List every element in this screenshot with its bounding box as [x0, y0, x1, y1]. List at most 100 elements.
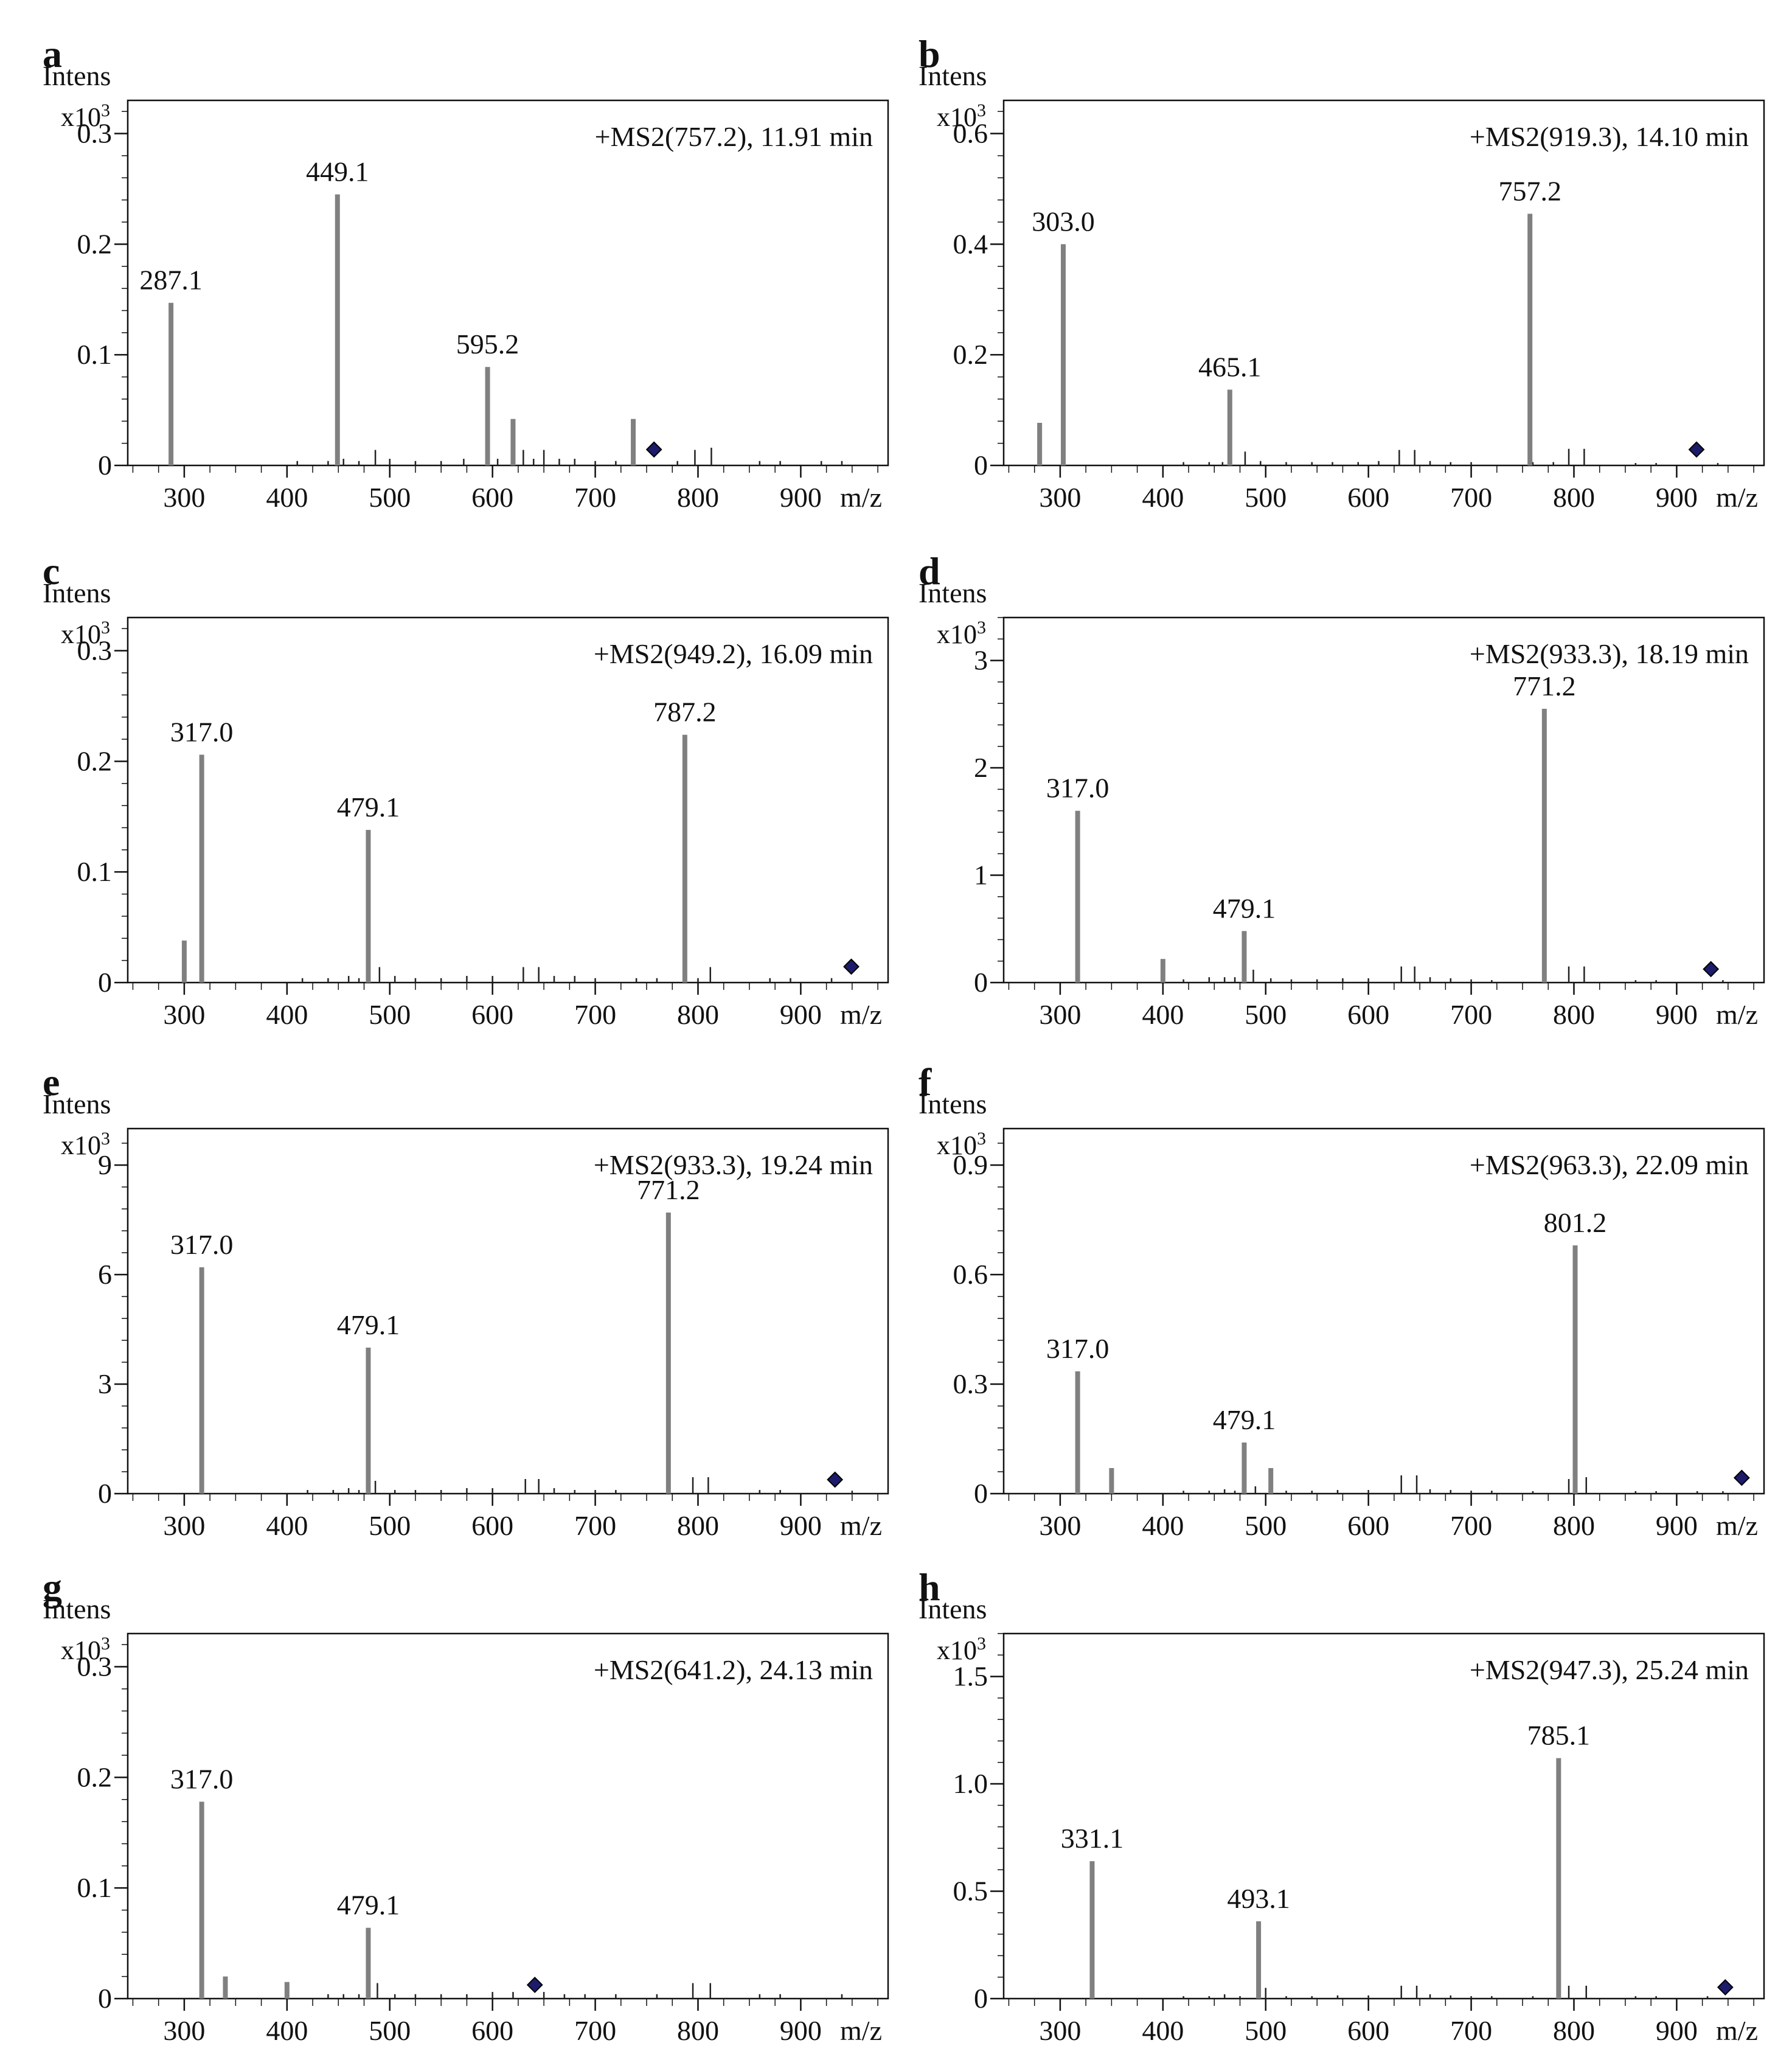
panel-f-letter: f [919, 1060, 932, 1104]
panel-c-x-tick-label-300: 300 [163, 999, 205, 1030]
panel-a-peak-label-287-1: 287.1 [139, 265, 203, 296]
panel-g-x-unit-label: m/z [840, 2015, 882, 2046]
panel-d-precursor-marker [1703, 961, 1720, 978]
panel-e-title: +MS2(933.3), 19.24 min [594, 1149, 873, 1180]
panel-h-x-tick-label-900: 900 [1656, 2015, 1698, 2046]
panel-d-peak-label-771-2: 771.2 [1513, 670, 1576, 701]
panel-a-x-tick-label-900: 900 [780, 482, 822, 513]
panel-f-peak-350 [1109, 1468, 1114, 1494]
panel-f-y-unit-label: Intens [919, 1088, 987, 1119]
panel-d-y-tick-label-0: 0 [974, 967, 988, 998]
panel-a-x-unit-label: m/z [840, 482, 882, 513]
panel-e-x-unit-label: m/z [840, 1510, 882, 1541]
panel-e-peak-479-1 [366, 1348, 371, 1494]
panel-f-x-tick-label-700: 700 [1450, 1510, 1492, 1541]
panel-c-peak-300 [181, 940, 187, 983]
panel-a-x-tick-label-400: 400 [266, 482, 308, 513]
panel-e-y-tick-label-9: 9 [98, 1149, 112, 1180]
panel-g-peak-label-479-1: 479.1 [337, 1890, 400, 1921]
panel-h-y-scale-base: x10 [937, 1635, 977, 1665]
panel-c-x-tick-label-900: 900 [780, 999, 822, 1030]
panel-b-peak-label-757-2: 757.2 [1498, 175, 1561, 206]
panel-c-peak-317-0 [199, 754, 204, 983]
panel-g-y-scale-exponent: 3 [101, 1634, 110, 1654]
panel-c-x-unit-label: m/z [840, 999, 882, 1030]
panel-c-plot-frame [127, 616, 889, 984]
panel-a-x-tick-label-300: 300 [163, 482, 205, 513]
panel-d-letter: d [919, 549, 940, 593]
panel-d-peak-479-1 [1242, 931, 1247, 983]
panel-a-precursor-marker [645, 441, 662, 458]
panel-d-y-unit-label: Intens [919, 577, 987, 608]
panel-h-y-scale-label: x103 [937, 1634, 986, 1665]
panel-h-x-tick-label-600: 600 [1347, 2015, 1389, 2046]
panel-a-x-tick-label-700: 700 [574, 482, 616, 513]
panel-d-x-tick-label-300: 300 [1039, 999, 1081, 1030]
panel-b-precursor-marker [1688, 441, 1705, 458]
panel-b-peak-465-1 [1227, 389, 1232, 465]
panel-d-peak-400 [1160, 959, 1165, 983]
panel-a-y-scale-label: x103 [61, 100, 110, 132]
panel-c-precursor-marker [843, 958, 860, 975]
panel-h-y-tick-label-1-0: 1.0 [953, 1768, 988, 1799]
panel-f-y-tick-label-0-3: 0.3 [953, 1368, 988, 1399]
panel-a-y-tick-label-0-1: 0.1 [77, 339, 113, 370]
panel-f-y-scale-label: x103 [937, 1129, 986, 1160]
panel-a-title: +MS2(757.2), 11.91 min [595, 121, 873, 152]
panel-a-x-tick-label-800: 800 [677, 482, 719, 513]
panel-g-x-tick-label-300: 300 [163, 2015, 205, 2046]
panel-h-x-tick-label-500: 500 [1245, 2015, 1287, 2046]
panel-a-peak-595-2 [485, 367, 490, 465]
panel-h-precursor-marker [1717, 1979, 1734, 1996]
panel-d-x-unit-label: m/z [1716, 999, 1758, 1030]
panel-c-y-tick-label-0-2: 0.2 [77, 745, 113, 776]
panel-d-plot-frame [1002, 616, 1765, 984]
panel-b-y-scale-base: x10 [937, 102, 977, 132]
panel-a-plot-frame [127, 99, 889, 467]
panel-h-y-tick-label-1-5: 1.5 [953, 1661, 988, 1692]
panel-c-y-tick-label-0: 0 [98, 967, 112, 998]
panel-b-peak-303-0 [1060, 244, 1066, 465]
panel-d-title: +MS2(933.3), 18.19 min [1470, 638, 1749, 669]
panel-b-y-tick-label-0-2: 0.2 [953, 339, 988, 370]
panel-f-y-tick-label-0-9: 0.9 [953, 1149, 988, 1180]
panel-d-x-tick-label-600: 600 [1347, 999, 1389, 1030]
panel-e-x-tick-label-800: 800 [677, 1510, 719, 1541]
panel-g-title: +MS2(641.2), 24.13 min [594, 1654, 873, 1685]
panel-b-peak-label-303-0: 303.0 [1032, 206, 1095, 237]
panel-a-y-scale-exponent: 3 [101, 100, 110, 120]
panel-e-peak-label-317-0: 317.0 [170, 1229, 234, 1260]
panel-c-peak-479-1 [366, 830, 371, 983]
panel-f-title: +MS2(963.3), 22.09 min [1470, 1149, 1749, 1180]
panel-d-peak-771-2 [1541, 709, 1547, 983]
panel-c-peak-label-479-1: 479.1 [337, 792, 400, 823]
panel-b-x-tick-label-800: 800 [1553, 482, 1595, 513]
panel-c-y-tick-label-0-1: 0.1 [77, 856, 113, 887]
panel-h-x-unit-label: m/z [1716, 2015, 1758, 2046]
panel-f-plot-frame [1002, 1127, 1765, 1495]
panel-f-x-tick-label-500: 500 [1245, 1510, 1287, 1541]
panel-e-peak-label-479-1: 479.1 [337, 1309, 400, 1340]
panel-c-x-tick-label-500: 500 [369, 999, 411, 1030]
panel-g-x-tick-label-700: 700 [574, 2015, 616, 2046]
panel-g-y-tick-label-0-3: 0.3 [77, 1651, 113, 1682]
panel-b-x-tick-label-900: 900 [1656, 482, 1698, 513]
panel-f-x-tick-label-300: 300 [1039, 1510, 1081, 1541]
panel-a-y-tick-label-0-2: 0.2 [77, 228, 113, 259]
panel-e-y-scale-label: x103 [61, 1129, 110, 1160]
panel-b-y-tick-label-0-6: 0.6 [953, 118, 988, 149]
panel-g-x-tick-label-500: 500 [369, 2015, 411, 2046]
panel-b-x-tick-label-300: 300 [1039, 482, 1081, 513]
panel-e-y-scale-base: x10 [61, 1130, 101, 1160]
panel-e-x-tick-label-300: 300 [163, 1510, 205, 1541]
panel-b-x-tick-label-600: 600 [1347, 482, 1389, 513]
panel-g-y-tick-label-0: 0 [98, 1983, 112, 2014]
panel-e-x-tick-label-900: 900 [780, 1510, 822, 1541]
panel-f-peak-801-2 [1572, 1245, 1578, 1494]
panel-g-x-tick-label-800: 800 [677, 2015, 719, 2046]
panel-b-y-tick-label-0-4: 0.4 [953, 228, 988, 259]
panel-g-y-unit-label: Intens [43, 1593, 111, 1624]
